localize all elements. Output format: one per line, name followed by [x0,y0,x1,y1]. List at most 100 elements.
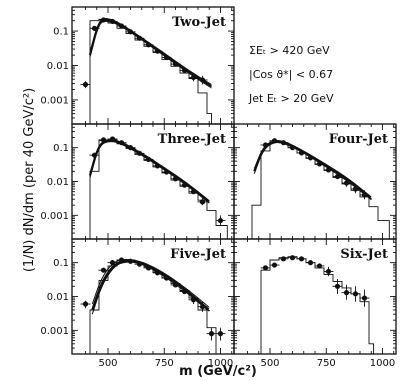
data-marker [154,163,161,169]
panel-five-jet: 0.1 0.01 0.001 500 750 1000 Five-Jet [40,238,235,369]
data-marker [136,261,143,267]
data-point [98,137,109,143]
data-marker [298,256,305,262]
data-point [125,29,136,35]
data-point [206,327,217,341]
data-marker [154,270,161,276]
data-marker [199,199,206,205]
data-marker [343,290,350,296]
panel-two-jet: 0.1 0.01 0.001 Two-Jet [40,6,235,125]
data-point [152,48,163,54]
data-marker [145,156,152,162]
data-marker [361,295,368,301]
panel-title: Six-Jet [340,247,388,262]
data-point [125,258,136,264]
data-marker [181,67,188,74]
data-point [125,145,136,151]
data-marker [100,137,107,143]
data-marker [136,35,143,41]
panel-title: Three-Jet [158,132,226,147]
theory-curve [253,142,372,201]
y-tick-label: 0.001 [40,95,69,106]
theory-curve [253,140,372,198]
data-marker [181,288,188,295]
data-marker [118,140,125,146]
data-point [116,257,127,263]
data-point [269,138,280,144]
data-point [161,169,172,175]
data-point [305,155,316,161]
data-marker [289,145,296,151]
data-marker [199,304,206,310]
data-point [188,295,199,305]
data-marker [163,275,170,281]
panel-four-jet: Four-Jet [233,123,397,240]
data-point [143,42,154,48]
y-tick-label: 0.01 [47,177,69,188]
data-point [197,197,208,206]
cuts-annotation: ΣEₜ > 420 GeV |Cos ϑ*| < 0.67 Jet Eₜ > 2… [248,44,334,105]
data-point [80,81,91,89]
cut-sum-et: ΣEₜ > 420 GeV [249,44,330,57]
data-point [332,278,343,294]
data-marker [154,48,161,54]
data-marker [361,192,368,198]
panel-title: Five-Jet [170,247,226,262]
data-point [152,163,163,169]
data-point [143,156,154,162]
y-tick-label: 0.1 [53,143,69,154]
data-point [278,140,289,146]
data-marker [145,265,152,271]
x-tick-label: 750 [155,358,174,369]
data-marker [217,331,224,337]
data-marker [334,283,341,289]
panel-three-jet: 0.1 0.01 0.001 Three-Jet [40,123,235,240]
data-point [161,54,172,61]
data-point [260,142,271,148]
data-marker [262,142,269,148]
panel-title: Two-Jet [172,15,226,30]
data-point [179,67,190,74]
data-marker [289,255,296,261]
data-marker [172,282,179,288]
data-marker [100,267,107,273]
data-marker [307,155,314,161]
data-marker [334,173,341,180]
theory-curve [89,141,210,204]
data-marker [82,81,89,88]
data-marker [208,331,215,337]
y-tick-label: 0.1 [53,258,69,269]
data-marker [307,260,314,266]
data-marker [262,265,269,271]
data-marker [325,268,332,275]
data-marker [172,61,179,67]
data-point [332,173,343,180]
data-marker [316,161,323,167]
data-marker [271,138,278,144]
y-tick-label: 0.1 [53,27,69,38]
data-point [170,61,181,67]
data-point [107,260,118,266]
data-marker [163,169,170,175]
data-marker [82,301,89,307]
data-point [197,75,208,85]
data-point [152,270,163,276]
data-point [107,136,118,142]
data-point [116,23,127,29]
x-tick-label: 750 [317,358,336,369]
data-point [89,25,100,31]
data-point [350,184,361,194]
data-marker [190,74,197,81]
data-point [80,300,91,309]
data-point [323,266,334,277]
data-point [161,275,172,281]
y-tick-label: 0.001 [40,326,69,337]
data-point [170,176,181,182]
data-point [296,150,307,156]
data-point [98,267,109,273]
mc-histogram [89,139,228,239]
data-marker [127,145,134,151]
data-point [215,327,226,341]
data-marker [109,136,116,142]
data-point [359,289,370,307]
